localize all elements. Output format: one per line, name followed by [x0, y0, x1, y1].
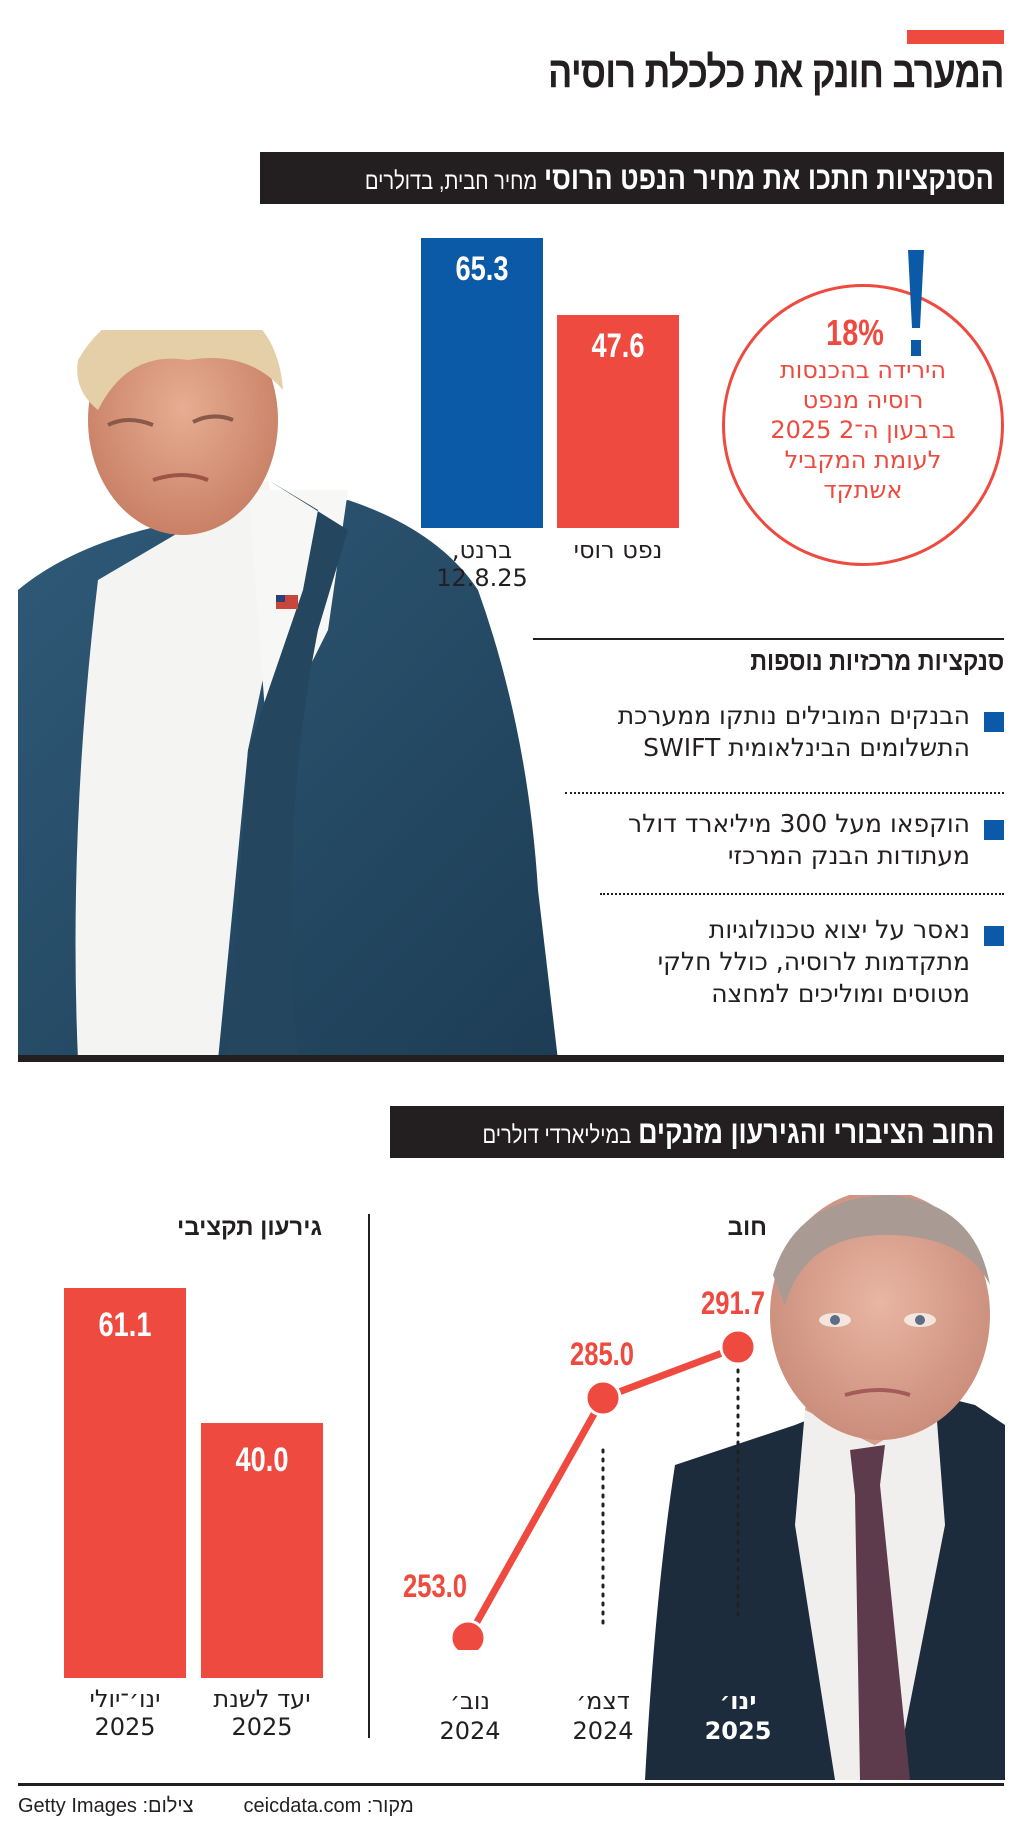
- x-label-line: 2025: [704, 1717, 772, 1745]
- x-axis-label: ינו׳ 2025: [693, 1686, 783, 1746]
- portrait-illustration-icon: [18, 330, 558, 1060]
- list-item-text: הבנקים המובילים נותקו ממערכת: [617, 701, 970, 730]
- callout-text: הירידה בהכנסות רוסיה מנפט ברבעון ה־2 202…: [722, 355, 1004, 505]
- bar-value: 61.1: [98, 1306, 152, 1344]
- bar-value: 65.3: [455, 250, 509, 288]
- list-item: הבנקים המובילים נותקו ממערכת התשלומים הב…: [544, 700, 1004, 764]
- section-subtitle: במיליארדי דולרים: [482, 1121, 632, 1149]
- bar-category-label: ברנט, 12.8.25: [421, 536, 543, 592]
- portrait-illustration-icon: [645, 1195, 1005, 1780]
- list-item-text: מתקדמות לרוסיה, כולל חלקי: [657, 947, 970, 976]
- photo-credit: צילום: Getty Images: [18, 1795, 194, 1817]
- data-point: [719, 1328, 757, 1366]
- deficit-title: גירעון תקציבי: [177, 1214, 322, 1241]
- bar-brent: 65.3: [421, 238, 543, 528]
- category-line: ינו׳־יולי: [89, 1685, 161, 1713]
- square-bullet-icon: [984, 820, 1004, 840]
- debt-line-chart: [449, 1328, 757, 1650]
- point-label: 253.0: [402, 1568, 468, 1604]
- bar-value: 47.6: [591, 327, 645, 365]
- exclamation-icon: [908, 250, 924, 356]
- category-line: 2025: [231, 1713, 293, 1741]
- callout-line: אשתקד: [823, 476, 903, 504]
- bar-deficit-target: 40.0: [201, 1423, 323, 1678]
- x-label-line: דצמ׳: [576, 1687, 630, 1715]
- category-line: 12.8.25: [436, 564, 528, 592]
- credits: צילום: Getty Images מקור: ceicdata.com: [18, 1795, 414, 1818]
- section-title: הסנקציות חתכו את מחיר הנפט הרוסי: [544, 159, 994, 196]
- callout-line: רוסיה מנפט: [802, 386, 924, 414]
- source-credit: מקור: ceicdata.com: [243, 1795, 414, 1817]
- section-header-debt: החוב הציבורי והגירעון מזנקים במיליארדי ד…: [390, 1106, 1004, 1158]
- bar-deficit-jan-jul: 61.1: [64, 1288, 186, 1678]
- sanctions-title: סנקציות מרכזיות נוספות: [750, 646, 1004, 676]
- bar-russian-oil: 47.6: [557, 315, 679, 528]
- x-label-line: נוב׳: [450, 1687, 490, 1715]
- callout-circle: [722, 284, 1004, 566]
- page-title: המערב חונק את כלכלת רוסיה: [548, 48, 1004, 97]
- bar-category-label: ינו׳־יולי 2025: [64, 1685, 186, 1741]
- vertical-divider: [368, 1214, 370, 1738]
- callout-percent: 18%: [826, 312, 884, 353]
- deficit-chart: 61.1 40.0 ינו׳־יולי 2025 יעד לשנת 2025: [64, 1280, 334, 1760]
- dotted-divider: [600, 893, 1004, 895]
- list-item-text: מעתודות הבנק המרכזי: [727, 841, 970, 870]
- footer-divider: [18, 1783, 1004, 1786]
- oil-price-chart: 65.3 47.6 ברנט, 12.8.25 נפט רוסי: [400, 230, 700, 610]
- category-line: ברנט,: [451, 536, 513, 564]
- x-axis-label: דצמ׳ 2024: [558, 1686, 648, 1746]
- debt-title: חוב: [727, 1214, 767, 1241]
- list-item-text: מטוסים ומוליכים למחצה: [711, 979, 970, 1008]
- x-label-line: 2024: [572, 1717, 634, 1745]
- point-label: 285.0: [569, 1336, 635, 1372]
- point-label: 291.7: [700, 1285, 766, 1321]
- callout-line: לעומת המקביל: [784, 446, 942, 474]
- section-title: החוב הציבורי והגירעון מזנקים: [637, 1113, 994, 1150]
- section-header-oil: הסנקציות חתכו את מחיר הנפט הרוסי מחיר חב…: [260, 152, 1004, 204]
- callout-line: ברבעון ה־2 2025: [770, 416, 956, 444]
- list-item: הוקפאו מעל 300 מיליארד דולר מעתודות הבנק…: [544, 808, 1004, 872]
- category-line: נפט רוסי: [573, 536, 663, 564]
- square-bullet-icon: [984, 712, 1004, 732]
- photo-putin: [645, 1195, 1005, 1780]
- dotted-divider: [565, 792, 1004, 794]
- divider: [533, 638, 1004, 640]
- accent-bar: [907, 30, 1004, 44]
- category-line: 2025: [94, 1713, 156, 1741]
- bar-category-label: יעד לשנת 2025: [201, 1685, 323, 1741]
- list-item-text: התשלומים הבינלאומית SWIFT: [643, 733, 970, 762]
- x-axis-label: נוב׳ 2024: [425, 1686, 515, 1746]
- callout-line: הירידה בהכנסות: [779, 356, 947, 384]
- data-point: [449, 1619, 487, 1650]
- section-subtitle: מחיר חבית, בדולרים: [364, 167, 538, 195]
- bar-value: 40.0: [235, 1441, 289, 1479]
- list-item-text: נאסר על יצוא טכנולוגיות: [708, 915, 970, 944]
- list-item-text: הוקפאו מעל 300 מיליארד דולר: [628, 809, 970, 838]
- category-line: יעד לשנת: [213, 1685, 311, 1713]
- x-label-line: 2024: [439, 1717, 501, 1745]
- bar-category-label: נפט רוסי: [557, 536, 679, 564]
- x-label-line: ינו׳: [719, 1687, 757, 1715]
- list-item: נאסר על יצוא טכנולוגיות מתקדמות לרוסיה, …: [544, 914, 1004, 1010]
- data-point: [584, 1379, 622, 1417]
- photo-trump: [18, 330, 573, 1060]
- section-divider: [18, 1055, 1004, 1062]
- square-bullet-icon: [984, 926, 1004, 946]
